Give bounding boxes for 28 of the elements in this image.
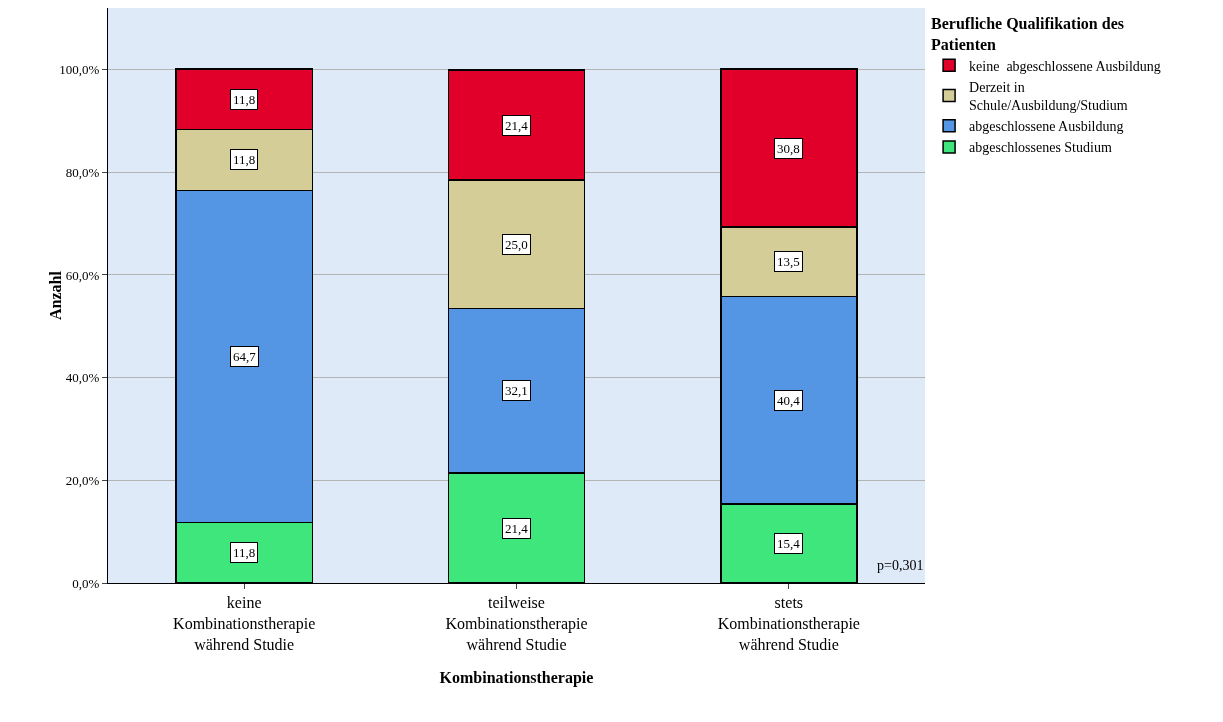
y-axis-title: Anzahl — [46, 270, 64, 320]
data-label: 64,7 — [233, 349, 257, 364]
data-label: 11,8 — [233, 545, 256, 560]
annotation: p=0,301 — [877, 558, 924, 573]
x-tick-label: teilweise Kombinationstherapie während Studie — [445, 594, 588, 653]
legend-label: abgeschlossene Ausbildung — [969, 119, 1124, 135]
legend-label: keine abgeschlossene Ausbildung — [969, 58, 1161, 74]
y-tick-label: 20,0% — [65, 472, 100, 488]
data-label: 11,8 — [233, 92, 256, 107]
y-tick-label: 80,0% — [65, 164, 100, 180]
data-label: 32,1 — [505, 383, 528, 398]
y-tick-label: 100,0% — [59, 62, 100, 78]
data-label: 15,4 — [777, 536, 801, 551]
legend-label: abgeschlossenes Studium — [969, 140, 1112, 156]
y-tick-label: 40,0% — [65, 370, 100, 386]
data-label: 25,0 — [505, 237, 528, 252]
y-tick-label: 0,0% — [72, 575, 100, 591]
data-label: 11,8 — [233, 152, 256, 167]
data-label: 30,8 — [777, 141, 800, 156]
data-label: 21,4 — [505, 118, 529, 133]
x-tick-label: stets Kombinationstherapie während Studie — [717, 594, 860, 653]
x-axis-title: Kombinationstherapie — [439, 669, 594, 688]
data-label: 13,5 — [777, 254, 800, 269]
legend-title: Berufliche Qualifikation des Patienten — [931, 14, 1124, 53]
x-tick-label: keine Kombinationstherapie während Studie — [173, 594, 316, 653]
y-tick-label: 60,0% — [65, 267, 100, 283]
data-label: 40,4 — [777, 393, 801, 408]
data-label: 21,4 — [505, 521, 529, 536]
